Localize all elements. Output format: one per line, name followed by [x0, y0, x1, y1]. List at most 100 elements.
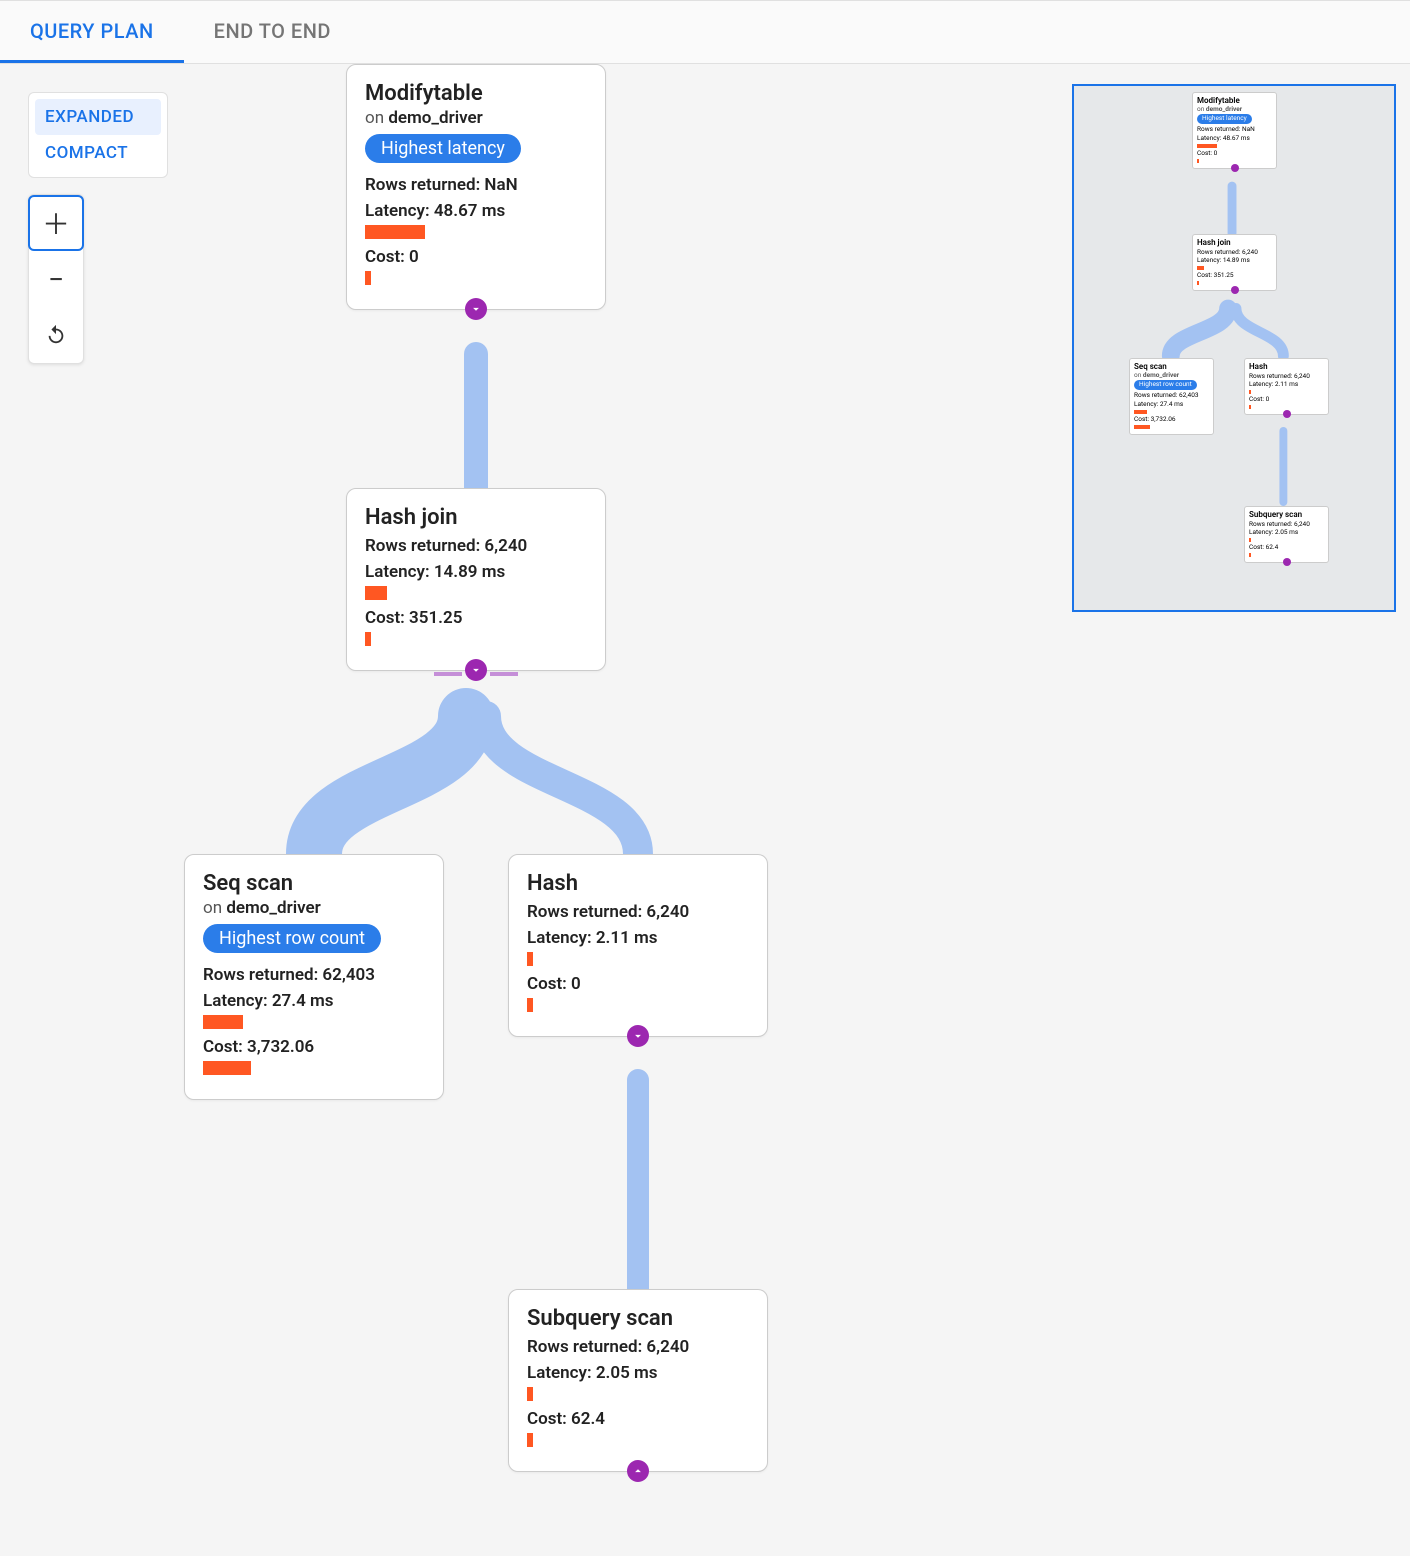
minimap-node-hashjoin[interactable]: Hash joinRows returned: 6,240Latency: 14… — [1192, 234, 1277, 291]
minimap-node-seqscan[interactable]: Seq scanon demo_driverHighest row countR… — [1129, 358, 1214, 435]
latency-bar — [527, 1387, 749, 1401]
hash-mark-icon — [490, 672, 518, 676]
node-cost: Cost: 351.25 — [365, 608, 587, 628]
mini-cost: Cost: 0 — [1249, 396, 1324, 404]
mini-rows: Rows returned: 62,403 — [1134, 392, 1209, 400]
zoom-out-button[interactable]: − — [28, 251, 84, 307]
mini-chevron-icon — [1283, 410, 1291, 418]
cost-bar — [527, 1433, 749, 1447]
mini-title: Hash — [1249, 362, 1324, 372]
node-title: Seq scan — [203, 871, 425, 896]
node-title: Subquery scan — [527, 1306, 749, 1331]
mini-latency-bar — [1249, 538, 1251, 542]
mini-latency: Latency: 2.11 ms — [1249, 381, 1324, 389]
mini-latency-bar — [1249, 390, 1251, 394]
mini-cost: Cost: 3,732.06 — [1134, 416, 1209, 424]
mini-badge: Highest row count — [1134, 380, 1197, 390]
plus-icon: ＋ — [42, 203, 70, 243]
view-toggle-group: EXPANDED COMPACT — [28, 92, 168, 178]
latency-bar — [527, 952, 749, 966]
minimap-node-modifytable[interactable]: Modifytableon demo_driverHighest latency… — [1192, 92, 1277, 169]
mini-rows: Rows returned: 6,240 — [1249, 373, 1324, 381]
node-rows: Rows returned: 6,240 — [527, 902, 749, 922]
mini-badge: Highest latency — [1197, 114, 1252, 124]
mini-on: on demo_driver — [1134, 372, 1209, 380]
plan-node-hashjoin[interactable]: Hash join Rows returned: 6,240 Latency: 14… — [346, 488, 606, 671]
view-expanded-button[interactable]: EXPANDED — [35, 99, 161, 135]
node-badge: Highest latency — [365, 134, 521, 163]
cost-bar — [365, 271, 587, 285]
mini-latency: Latency: 14.89 ms — [1197, 257, 1272, 265]
node-title: Modifytable — [365, 81, 587, 106]
mini-chevron-icon — [1231, 164, 1239, 172]
chevron-up-icon[interactable] — [627, 1460, 649, 1482]
mini-cost-bar — [1197, 159, 1199, 163]
view-compact-button[interactable]: COMPACT — [35, 135, 161, 171]
cost-bar — [527, 998, 749, 1012]
mini-cost: Cost: 62.4 — [1249, 544, 1324, 552]
tabs-bar: QUERY PLAN END TO END — [0, 0, 1410, 64]
mini-rows: Rows returned: NaN — [1197, 126, 1272, 134]
mini-on: on demo_driver — [1197, 106, 1272, 114]
mini-chevron-icon — [1231, 286, 1239, 294]
mini-latency: Latency: 2.05 ms — [1249, 529, 1324, 537]
minimap[interactable]: Modifytableon demo_driverHighest latency… — [1072, 84, 1396, 612]
minimap-node-hash[interactable]: HashRows returned: 6,240Latency: 2.11 ms… — [1244, 358, 1329, 415]
tab-query-plan[interactable]: QUERY PLAN — [0, 1, 184, 63]
mini-cost-bar — [1249, 405, 1251, 409]
latency-bar — [365, 225, 587, 239]
zoom-reset-button[interactable] — [28, 307, 84, 363]
mini-latency-bar — [1197, 144, 1217, 148]
chevron-down-icon[interactable] — [465, 659, 487, 681]
mini-title: Hash join — [1197, 238, 1272, 248]
node-latency: Latency: 14.89 ms — [365, 562, 587, 582]
mini-cost-bar — [1249, 553, 1251, 557]
node-badge: Highest row count — [203, 924, 381, 953]
chevron-down-icon[interactable] — [465, 298, 487, 320]
mini-latency-bar — [1197, 266, 1204, 270]
mini-title: Subquery scan — [1249, 510, 1324, 520]
mini-cost: Cost: 0 — [1197, 150, 1272, 158]
mini-latency-bar — [1134, 410, 1147, 414]
minus-icon: − — [48, 263, 64, 296]
plan-node-hash[interactable]: Hash Rows returned: 6,240 Latency: 2.11 ms… — [508, 854, 768, 1037]
tab-end-to-end[interactable]: END TO END — [184, 1, 361, 63]
mini-chevron-icon — [1283, 558, 1291, 566]
node-rows: Rows returned: 62,403 — [203, 965, 425, 985]
mini-cost: Cost: 351.25 — [1197, 272, 1272, 280]
zoom-in-button[interactable]: ＋ — [28, 195, 84, 251]
mini-latency: Latency: 48.67 ms — [1197, 135, 1272, 143]
node-title: Hash — [527, 871, 749, 896]
zoom-controls: ＋ − — [28, 194, 84, 364]
node-cost: Cost: 3,732.06 — [203, 1037, 425, 1057]
chevron-down-icon[interactable] — [627, 1025, 649, 1047]
node-latency: Latency: 2.05 ms — [527, 1363, 749, 1383]
mini-cost-bar — [1197, 281, 1199, 285]
mini-rows: Rows returned: 6,240 — [1197, 249, 1272, 257]
node-rows: Rows returned: 6,240 — [365, 536, 587, 556]
node-on-target: on demo_driver — [203, 898, 425, 918]
node-latency: Latency: 48.67 ms — [365, 201, 587, 221]
node-rows: Rows returned: NaN — [365, 175, 587, 195]
mini-rows: Rows returned: 6,240 — [1249, 521, 1324, 529]
node-cost: Cost: 62.4 — [527, 1409, 749, 1429]
minimap-node-subquery[interactable]: Subquery scanRows returned: 6,240Latency… — [1244, 506, 1329, 563]
canvas-area[interactable]: EXPANDED COMPACT ＋ − Modifytableon demo_… — [0, 64, 1410, 1556]
cost-bar — [365, 632, 587, 646]
latency-bar — [365, 586, 587, 600]
plan-node-modifytable[interactable]: Modifytableon demo_driverHighest latency… — [346, 64, 606, 310]
cost-bar — [203, 1061, 425, 1075]
plan-node-subquery[interactable]: Subquery scanRows returned: 6,240Latency… — [508, 1289, 768, 1472]
node-title: Hash join — [365, 505, 587, 530]
latency-bar — [203, 1015, 425, 1029]
reset-icon — [45, 324, 67, 346]
node-latency: Latency: 2.11 ms — [527, 928, 749, 948]
hash-mark-icon — [434, 672, 462, 676]
mini-cost-bar — [1134, 425, 1150, 429]
plan-node-seqscan[interactable]: Seq scanon demo_driver Highest row count R… — [184, 854, 444, 1100]
view-controls: EXPANDED COMPACT ＋ − — [28, 92, 168, 364]
node-cost: Cost: 0 — [527, 974, 749, 994]
mini-latency: Latency: 27.4 ms — [1134, 401, 1209, 409]
node-cost: Cost: 0 — [365, 247, 587, 267]
node-latency: Latency: 27.4 ms — [203, 991, 425, 1011]
